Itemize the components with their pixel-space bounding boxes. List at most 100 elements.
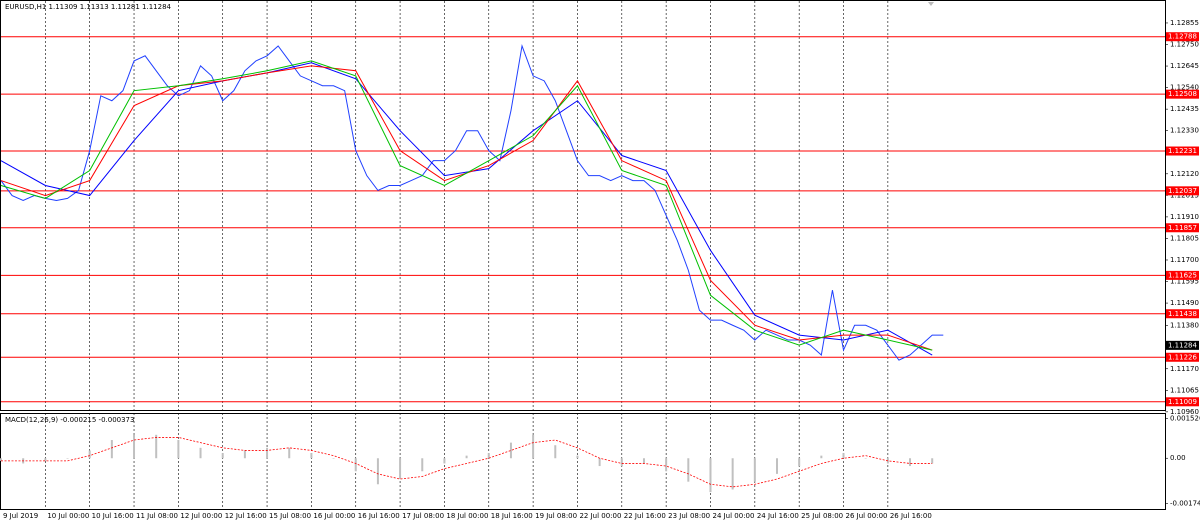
macd-bar [332, 458, 335, 459]
macd-bar [842, 453, 845, 459]
x-tick-label: 16 Jul 00:00 [313, 512, 355, 520]
x-tick-label: 15 Jul 08:00 [269, 512, 311, 520]
macd-bar [731, 458, 734, 490]
y-tick-label: 1.11490 [1170, 299, 1199, 307]
y-tick-label: 1.11595 [1170, 278, 1199, 286]
main-frame [0, 0, 1166, 411]
x-tick-label: 11 Jul 08:00 [136, 512, 178, 520]
macd-bar [155, 434, 158, 459]
macd-frame [0, 413, 1166, 510]
y-tick-label: 1.12435 [1170, 105, 1199, 113]
macd-bar [66, 458, 69, 459]
macd-bar [642, 458, 645, 464]
level-tag [1166, 223, 1199, 233]
level-tag [1166, 352, 1199, 362]
macd-bar [44, 458, 47, 461]
y-tick-label: 1.12855 [1170, 19, 1199, 27]
y-tick-label: -0.001741 [1170, 500, 1200, 508]
y-tick-label: 0.00 [1170, 454, 1186, 462]
x-tick-label: 10 Jul 00:00 [47, 512, 89, 520]
level-label: 1.12037 [1168, 187, 1197, 195]
y-tick-label: 1.12330 [1170, 127, 1199, 135]
macd-bar [310, 453, 313, 459]
level-label: 1.11226 [1168, 353, 1197, 361]
panel-icon [928, 2, 934, 6]
last-price-label: 1.11284 [1168, 341, 1197, 349]
macd-bar [753, 458, 756, 482]
x-tick-label: 18 Jul 00:00 [446, 512, 488, 520]
macd-bar [465, 455, 468, 459]
x-tick-label: 26 Jul 00:00 [846, 512, 888, 520]
chart-title: EURUSD,H1 1.11309 1.11313 1.11281 1.1128… [5, 3, 172, 11]
level-tag [1166, 89, 1199, 99]
level-tag [1166, 270, 1199, 280]
macd-bar [864, 458, 867, 459]
macd-bar [399, 458, 402, 480]
macd-bar [820, 455, 823, 459]
macd-bar [798, 458, 801, 467]
x-tick-label: 16 Jul 16:00 [358, 512, 400, 520]
macd-bar [576, 455, 579, 459]
x-tick-label: 26 Jul 16:00 [890, 512, 932, 520]
x-tick-label: 9 Jul 2019 [3, 512, 38, 520]
level-tag [1166, 309, 1199, 319]
macd-bar [354, 458, 357, 472]
macd-title: MACD(12,26,9) -0.000215 -0.000373 [5, 416, 134, 424]
y-tick-label: 1.11805 [1170, 234, 1199, 242]
x-tick-label: 24 Jul 00:00 [712, 512, 754, 520]
x-tick-label: 12 Jul 00:00 [180, 512, 222, 520]
moving-average [0, 62, 933, 356]
x-tick-label: 24 Jul 16:00 [757, 512, 799, 520]
macd-bar [133, 434, 136, 459]
y-tick-label: 1.11700 [1170, 256, 1199, 264]
level-tag [1166, 186, 1199, 196]
y-tick-label: 0.001526 [1170, 415, 1200, 423]
y-tick-label: 1.12750 [1170, 41, 1199, 49]
macd-bar [665, 458, 668, 472]
x-tick-label: 10 Jul 16:00 [92, 512, 134, 520]
macd-bar [110, 440, 113, 459]
macd-bar [598, 458, 601, 467]
y-tick-label: 1.12645 [1170, 62, 1199, 70]
macd-bar [931, 458, 934, 464]
level-label: 1.11625 [1168, 271, 1197, 279]
macd-bar [909, 458, 912, 467]
macd-bar [509, 442, 512, 459]
level-label: 1.11009 [1168, 398, 1197, 406]
y-tick-label: 1.11065 [1170, 386, 1199, 394]
macd-bar [288, 447, 291, 459]
macd-bar [88, 450, 91, 459]
macd-bar [443, 458, 446, 464]
macd-bar [776, 458, 778, 474]
signal-line [1, 437, 933, 488]
macd-bar [177, 440, 180, 459]
level-label: 1.12231 [1168, 147, 1197, 155]
macd-bar [376, 458, 379, 485]
level-tag [1166, 32, 1199, 42]
level-label: 1.12508 [1168, 90, 1197, 98]
macd-bar [532, 434, 535, 459]
price-line [0, 44, 944, 361]
macd-bar [0, 458, 2, 461]
x-tick-label: 18 Jul 16:00 [491, 512, 533, 520]
y-tick-label: 1.12120 [1170, 170, 1199, 178]
level-tag [1166, 397, 1199, 407]
x-tick-label: 23 Jul 08:00 [668, 512, 710, 520]
x-tick-label: 12 Jul 16:00 [225, 512, 267, 520]
macd-bar [709, 458, 712, 493]
level-label: 1.12788 [1168, 33, 1197, 41]
level-tag [1166, 146, 1199, 156]
macd-bar [487, 453, 490, 459]
macd-bar [554, 445, 557, 459]
macd-bar [199, 447, 202, 459]
y-tick-label: 1.12015 [1170, 191, 1199, 199]
level-label: 1.11857 [1168, 224, 1197, 232]
x-tick-label: 22 Jul 16:00 [624, 512, 666, 520]
y-tick-label: 1.11380 [1170, 322, 1199, 330]
macd-bar [687, 458, 690, 482]
macd-bar [620, 458, 623, 467]
y-tick-label: 1.11170 [1170, 365, 1199, 373]
x-tick-label: 22 Jul 00:00 [579, 512, 621, 520]
